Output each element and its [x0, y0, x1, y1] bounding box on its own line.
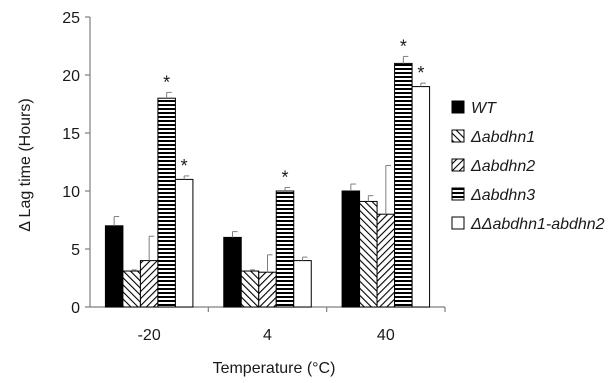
y-tick-label: 15 — [62, 126, 80, 143]
y-tick-label: 25 — [62, 10, 80, 27]
plot-area: 0 5 10 15 20 25 -20 4 40 * * * * * — [62, 10, 446, 344]
bar — [122, 270, 141, 308]
bar — [104, 225, 124, 308]
x-axis-label: Temperature (°C) — [213, 360, 336, 377]
legend-label: WT — [471, 100, 497, 117]
significance-star: * — [181, 156, 188, 176]
significance-star: * — [400, 36, 407, 56]
x-tick-label: 4 — [263, 327, 272, 344]
y-axis-label: Δ Lag time (Hours) — [17, 98, 34, 231]
y-tick-label: 0 — [71, 300, 80, 317]
legend-swatch — [451, 100, 465, 114]
bar — [394, 62, 413, 308]
significance-star: * — [281, 168, 288, 188]
bar — [174, 178, 194, 308]
x-tick-label: 40 — [377, 327, 395, 344]
significance-star: * — [163, 72, 170, 92]
significance-star: * — [417, 63, 424, 83]
bar — [258, 271, 277, 308]
y-tick-label: 10 — [62, 184, 80, 201]
y-tick-label: 5 — [71, 242, 80, 259]
bar — [275, 190, 295, 308]
bar — [223, 236, 242, 308]
bar — [376, 213, 396, 308]
legend-label: Δabdhn2 — [470, 158, 535, 175]
legend: WT Δabdhn1 Δabdhn2 Δabdhn3 ΔΔabdhn1-abdhn2 — [451, 100, 605, 233]
bar — [240, 270, 260, 308]
legend-label: ΔΔabdhn1-abdhn2 — [470, 216, 605, 233]
legend-swatch — [451, 158, 465, 172]
bar — [293, 260, 312, 308]
bar — [341, 190, 361, 308]
legend-swatch — [451, 129, 465, 143]
legend-label: Δabdhn3 — [470, 187, 535, 204]
legend-swatch — [451, 187, 465, 201]
bar — [157, 97, 176, 308]
bar — [411, 86, 431, 308]
legend-swatch — [451, 216, 465, 230]
legend-label: Δabdhn1 — [470, 129, 535, 146]
y-tick-label: 20 — [62, 68, 80, 85]
bar — [359, 200, 378, 308]
bar — [139, 260, 159, 308]
x-tick-label: -20 — [138, 327, 161, 344]
